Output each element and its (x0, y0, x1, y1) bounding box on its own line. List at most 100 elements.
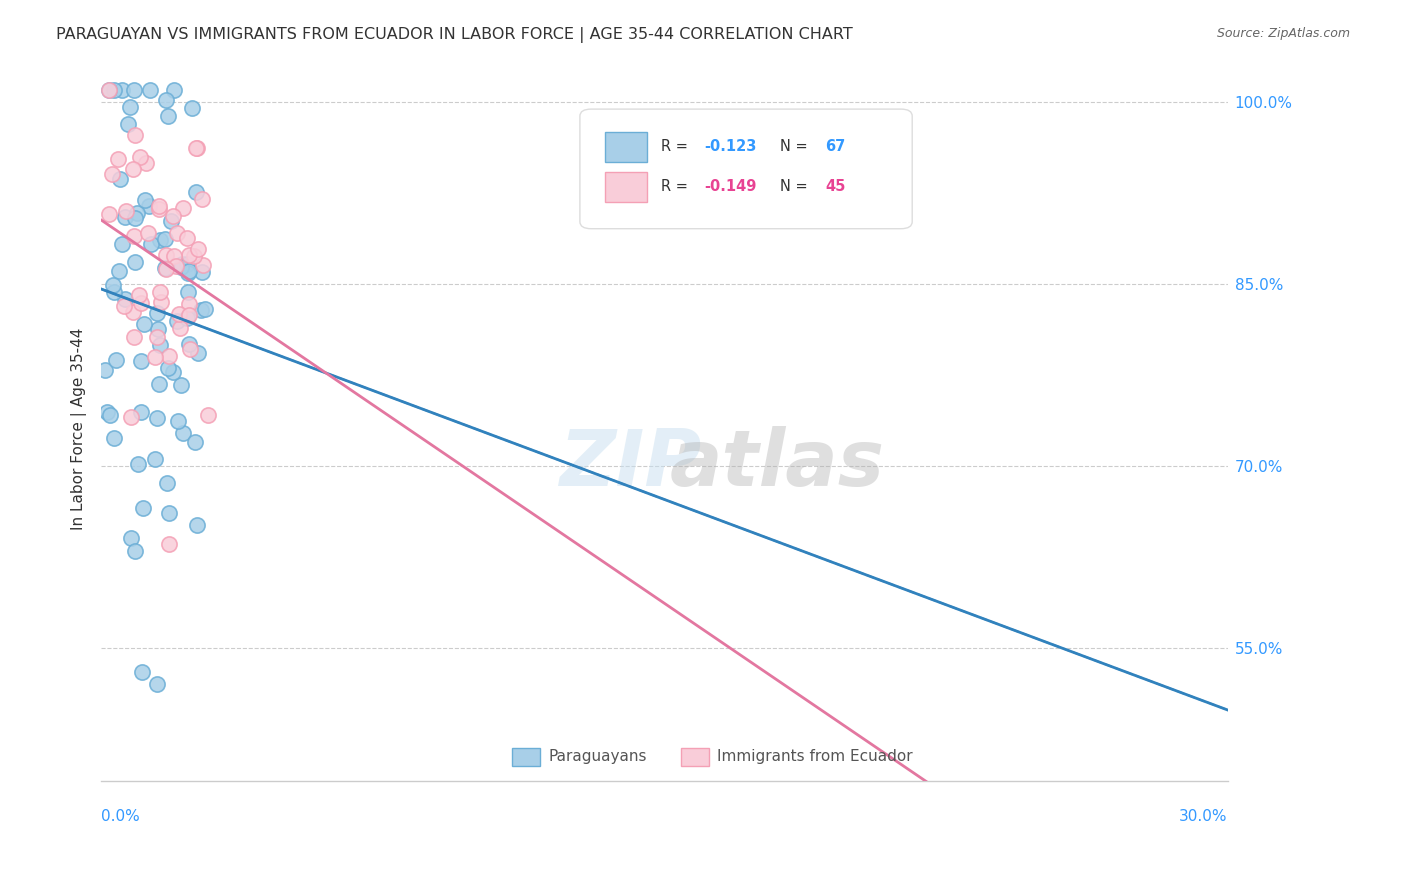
Paraguayans (145, 452, 167, 467)
Immigrants from Ecuador (150, 295, 173, 310)
Paraguayans (190, 265, 212, 279)
Paraguayans (177, 264, 200, 278)
Paraguayans (127, 457, 149, 471)
Immigrants from Ecuador (101, 167, 124, 181)
Paraguayans (194, 301, 217, 316)
Text: atlas: atlas (669, 426, 884, 502)
Immigrants from Ecuador (149, 285, 172, 299)
Text: N =: N = (780, 179, 813, 194)
Immigrants from Ecuador (177, 308, 200, 322)
Paraguayans (156, 476, 179, 491)
Immigrants from Ecuador (122, 330, 145, 344)
Text: 30.0%: 30.0% (1180, 809, 1227, 824)
Immigrants from Ecuador (128, 288, 150, 302)
Text: Source: ZipAtlas.com: Source: ZipAtlas.com (1216, 27, 1350, 40)
Immigrants from Ecuador (165, 259, 187, 273)
Paraguayans (146, 322, 169, 336)
Paraguayans (146, 306, 169, 320)
Paraguayans (153, 232, 176, 246)
Immigrants from Ecuador (186, 141, 208, 155)
Immigrants from Ecuador (124, 128, 146, 142)
Immigrants from Ecuador (172, 201, 194, 215)
Y-axis label: In Labor Force | Age 35-44: In Labor Force | Age 35-44 (72, 328, 87, 531)
Bar (605, 132, 648, 161)
Immigrants from Ecuador (120, 410, 142, 425)
Paraguayans (177, 266, 200, 280)
Immigrants from Ecuador (97, 207, 120, 221)
Paraguayans (148, 377, 170, 392)
Text: PARAGUAYAN VS IMMIGRANTS FROM ECUADOR IN LABOR FORCE | AGE 35-44 CORRELATION CHA: PARAGUAYAN VS IMMIGRANTS FROM ECUADOR IN… (56, 27, 853, 43)
Paraguayans (124, 543, 146, 558)
Paraguayans (141, 236, 163, 251)
Text: -0.149: -0.149 (704, 179, 756, 194)
Paraguayans (156, 109, 179, 123)
Paraguayans (159, 214, 181, 228)
Immigrants from Ecuador (197, 408, 219, 422)
Immigrants from Ecuador (169, 320, 191, 334)
Paraguayans (129, 404, 152, 418)
Paraguayans (124, 254, 146, 268)
Paraguayans (170, 257, 193, 271)
Text: Immigrants from Ecuador: Immigrants from Ecuador (717, 749, 912, 764)
Paraguayans (157, 360, 180, 375)
Paraguayans (176, 311, 198, 326)
Immigrants from Ecuador (135, 156, 157, 170)
Immigrants from Ecuador (97, 82, 120, 96)
Paraguayans (176, 257, 198, 271)
Paraguayans (132, 500, 155, 515)
Immigrants from Ecuador (162, 209, 184, 223)
Immigrants from Ecuador (155, 261, 177, 276)
Paraguayans (120, 532, 142, 546)
Immigrants from Ecuador (128, 150, 150, 164)
Paraguayans (146, 677, 169, 691)
Paraguayans (172, 425, 194, 440)
Text: R =: R = (661, 139, 693, 154)
Immigrants from Ecuador (162, 249, 184, 263)
Immigrants from Ecuador (155, 248, 177, 262)
Immigrants from Ecuador (166, 226, 188, 240)
Paraguayans (132, 317, 155, 331)
Immigrants from Ecuador (179, 248, 201, 262)
Paraguayans (96, 405, 118, 419)
Paraguayans (117, 118, 139, 132)
Paraguayans (131, 665, 153, 679)
Immigrants from Ecuador (107, 152, 129, 166)
Text: 67: 67 (825, 139, 846, 154)
Paraguayans (187, 345, 209, 359)
Paraguayans (103, 431, 125, 445)
Paraguayans (138, 82, 160, 96)
Immigrants from Ecuador (157, 537, 180, 551)
Immigrants from Ecuador (186, 141, 208, 155)
Paraguayans (177, 285, 200, 300)
Paraguayans (183, 434, 205, 449)
Paraguayans (170, 378, 193, 392)
Paraguayans (98, 408, 121, 422)
Bar (512, 747, 540, 765)
Paraguayans (167, 414, 190, 428)
Paraguayans (129, 353, 152, 368)
Paraguayans (114, 292, 136, 306)
Paraguayans (108, 264, 131, 278)
Immigrants from Ecuador (179, 342, 201, 356)
Paraguayans (146, 411, 169, 425)
Bar (682, 747, 710, 765)
Text: 45: 45 (825, 179, 846, 194)
Bar (605, 172, 648, 202)
Text: Paraguayans: Paraguayans (548, 749, 647, 764)
Paraguayans (163, 82, 186, 96)
Text: 0.0%: 0.0% (101, 809, 139, 824)
Paraguayans (111, 82, 134, 96)
Paraguayans (180, 101, 202, 115)
Immigrants from Ecuador (112, 299, 135, 313)
Paraguayans (138, 199, 160, 213)
Paraguayans (155, 93, 177, 107)
Paraguayans (127, 205, 149, 219)
Immigrants from Ecuador (167, 307, 190, 321)
Paraguayans (157, 506, 180, 520)
Paraguayans (190, 303, 212, 318)
Immigrants from Ecuador (146, 330, 169, 344)
Immigrants from Ecuador (148, 202, 170, 216)
Paraguayans (101, 277, 124, 292)
Immigrants from Ecuador (122, 228, 145, 243)
Immigrants from Ecuador (122, 162, 145, 177)
